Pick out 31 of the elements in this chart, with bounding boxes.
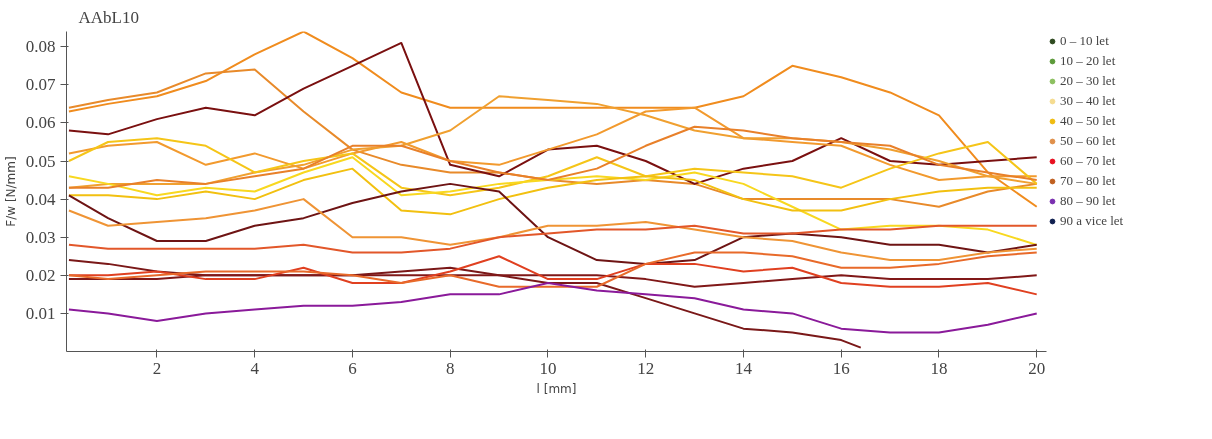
legend-label: 80 – 90 let (1060, 193, 1116, 209)
x-tick-label: 20 (1028, 358, 1046, 378)
y-tick-label: 0.01 (25, 303, 56, 323)
y-tick-label: 0.06 (25, 113, 56, 133)
y-tick-label: 0.08 (25, 37, 56, 57)
y-tick-label: 0.04 (25, 189, 56, 209)
y-tick-label: 0.03 (25, 227, 56, 247)
y-tick-label: 0.05 (25, 151, 56, 171)
x-tick-label: 6 (348, 358, 357, 378)
legend-label: 50 – 60 let (1060, 133, 1116, 149)
x-tick-label: 4 (250, 358, 260, 378)
x-tick-label: 14 (734, 358, 753, 378)
legend-label: 30 – 40 let (1060, 93, 1116, 109)
legend-label: 60 – 70 let (1060, 153, 1116, 169)
legend-label: 70 – 80 let (1060, 173, 1116, 189)
x-tick-label: 2 (152, 358, 162, 378)
y-tick-label: 0.02 (25, 265, 56, 285)
x-tick-label: 16 (832, 358, 850, 378)
x-tick-label: 18 (930, 358, 948, 378)
chart-title: AAbL10 (78, 7, 139, 27)
x-tick-label: 8 (445, 358, 455, 378)
legend-label: 90 a vice let (1060, 213, 1124, 229)
legend-label: 0 – 10 let (1060, 33, 1109, 49)
x-axis-title: l [mm] (536, 381, 577, 396)
legend-label: 10 – 20 let (1060, 53, 1116, 69)
y-tick-label: 0.07 (25, 75, 56, 95)
x-tick-label: 12 (637, 358, 655, 378)
x-tick-label: 10 (539, 358, 557, 378)
legend-label: 40 – 50 let (1060, 113, 1116, 129)
y-axis-title: F/w [N/mm] (3, 156, 18, 227)
legend-label: 20 – 30 let (1060, 73, 1116, 89)
